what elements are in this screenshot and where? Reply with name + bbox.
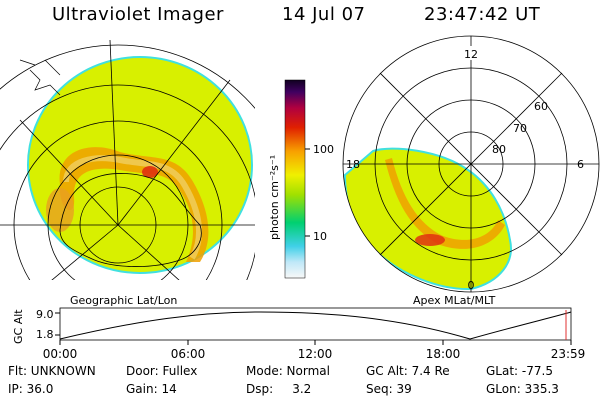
altitude-frame	[59, 307, 572, 341]
gc-alt-readout: GC Alt: 7.4 Re	[366, 364, 450, 378]
time-tick-1200: 12:00	[298, 347, 333, 361]
lat-label-70: 70	[513, 122, 527, 135]
flight-readout: Flt: UNKNOWN	[8, 364, 96, 378]
altitude-curve	[59, 311, 572, 340]
colorbar-unit-label: photon cm⁻²s⁻¹	[268, 155, 281, 240]
time-tick-0000: 00:00	[43, 347, 78, 361]
geographic-image	[0, 40, 255, 280]
alt-tick-1-8: 1.8	[36, 328, 54, 341]
lat-label-60: 60	[534, 100, 548, 113]
visible-disk	[343, 147, 512, 291]
mlt-label-0: 0	[468, 279, 475, 292]
date-readout: 14 Jul 07	[282, 4, 366, 25]
time-tick-2359: 23:59	[551, 347, 586, 361]
time-tick-0600: 06:00	[171, 347, 206, 361]
left-panel-caption: Geographic Lat/Lon	[70, 294, 177, 307]
app-title: Ultraviolet Imager	[52, 4, 224, 25]
lat-label-80: 80	[492, 143, 506, 156]
colorbar-tick-10: 10	[313, 230, 327, 243]
altitude-ylabel: GC Alt	[12, 309, 25, 344]
gain-readout: Gain: 14	[126, 382, 177, 396]
colorbar: 100 10 photon cm⁻²s⁻¹	[268, 79, 334, 279]
dsp-readout: Dsp: 3.2	[246, 382, 312, 396]
mlt-label-12: 12	[464, 48, 478, 61]
door-readout: Door: Fullex	[126, 364, 198, 378]
polar-grid	[342, 35, 600, 293]
time-readout: 23:47:42 UT	[424, 4, 541, 25]
magnetic-image: 12 18 6 0 60 70 80	[342, 35, 600, 293]
colorbar-tick-100: 100	[313, 143, 334, 156]
seq-readout: Seq: 39	[366, 382, 412, 396]
altitude-plot: 9.0 1.8 GC Alt 00:00 06:00 12:00 18:00 2…	[12, 307, 586, 361]
auroral-oval	[59, 147, 209, 262]
glon-readout: GLon: 335.3	[486, 382, 559, 396]
colorbar-gradient	[284, 79, 306, 279]
mode-readout: Mode: Normal	[246, 364, 330, 378]
mlt-label-6: 6	[577, 158, 584, 171]
mlt-label-18: 18	[346, 158, 360, 171]
alt-tick-9: 9.0	[36, 308, 54, 321]
right-panel-caption: Apex MLat/MLT	[413, 294, 496, 307]
time-tick-1800: 18:00	[426, 347, 461, 361]
ip-readout: IP: 36.0	[8, 382, 54, 396]
lon-grid	[0, 40, 255, 280]
glat-readout: GLat: -77.5	[486, 364, 553, 378]
